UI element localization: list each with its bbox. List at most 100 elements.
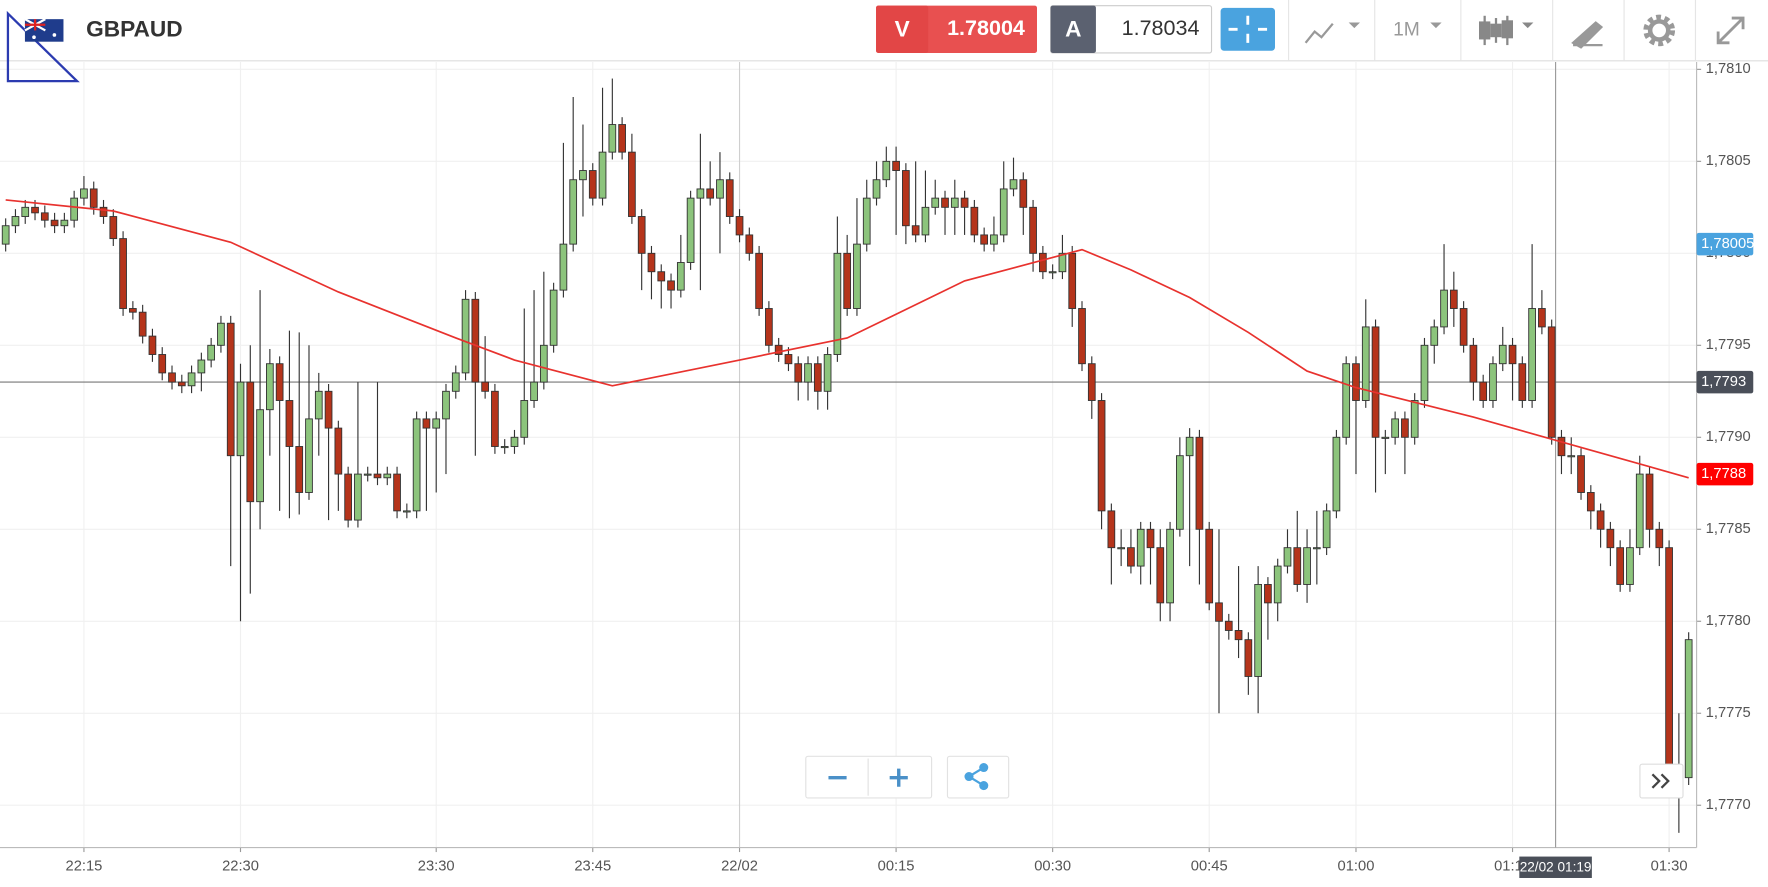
candle-body: [588, 170, 597, 199]
candle-body: [1127, 547, 1135, 567]
candle-body: [1322, 510, 1331, 549]
candle-body: [256, 409, 264, 503]
candle-body: [1048, 271, 1057, 274]
crosshair-label: 22/02 01:19: [1520, 859, 1592, 874]
candle-body: [1469, 344, 1478, 383]
y-tick-label: 1,7810: [1706, 61, 1751, 77]
candle-body: [647, 252, 656, 273]
candle-body: [667, 280, 675, 291]
candle-body: [1283, 547, 1292, 567]
settings-button[interactable]: [1643, 14, 1676, 47]
candle-body: [89, 188, 98, 208]
candle-body: [412, 418, 421, 512]
candle-body: [21, 206, 30, 217]
candle-body: [471, 298, 480, 383]
candle-body: [1175, 455, 1184, 530]
zoom-in[interactable]: [889, 768, 908, 787]
candle-body: [530, 381, 538, 401]
timeframe-button[interactable]: 1M: [1393, 20, 1442, 41]
candle-body: [363, 473, 372, 476]
candle-body: [755, 252, 763, 309]
candle-body: [1117, 547, 1125, 550]
price-marker: [1696, 370, 1754, 394]
candle-body: [1264, 584, 1272, 604]
candle-body: [1166, 528, 1174, 604]
price-marker-label: 1,7793: [1701, 374, 1746, 390]
chart-type-button[interactable]: [1304, 22, 1360, 44]
candle-body: [1254, 584, 1262, 677]
candle-body: [569, 179, 578, 245]
crosshair-button[interactable]: [1220, 7, 1275, 51]
candle-body: [1215, 602, 1223, 622]
candle-body: [872, 179, 881, 199]
candle-body: [275, 363, 284, 401]
price-marker: [1696, 462, 1754, 486]
candle-body: [1097, 400, 1106, 512]
candle-body: [1479, 381, 1488, 401]
candle-body: [324, 390, 333, 429]
candle-body: [941, 197, 949, 208]
candle-body: [1498, 344, 1507, 365]
candle-body: [373, 473, 382, 479]
candle-body: [706, 188, 715, 199]
candle-body: [1528, 308, 1536, 401]
candle-style-button[interactable]: [1478, 15, 1534, 46]
y-tick-label: 1,7785: [1706, 521, 1751, 537]
candle-body: [784, 354, 793, 365]
candle-body: [1626, 547, 1634, 585]
x-tick-label: 00:45: [1191, 859, 1228, 875]
sell-button[interactable]: V 1.78004: [876, 5, 1037, 53]
fullscreen-button[interactable]: [1716, 16, 1745, 45]
draw-button[interactable]: [1571, 21, 1604, 49]
x-tick-label: 01:00: [1338, 859, 1375, 875]
candle-body: [1518, 363, 1527, 401]
candle-body: [774, 344, 783, 355]
candle-body: [354, 473, 362, 521]
candle-body: [432, 418, 441, 429]
candle-body: [481, 381, 489, 392]
share-button[interactable]: [946, 755, 1010, 799]
candle-body: [823, 354, 832, 392]
zoom-controls: [805, 755, 1010, 799]
candle-body: [1039, 252, 1047, 273]
candle-body: [402, 510, 411, 513]
candle-body: [187, 372, 196, 387]
candle-body: [1078, 308, 1086, 365]
candle-body: [1606, 528, 1615, 549]
candle-body: [1586, 492, 1595, 512]
candle-body: [960, 197, 969, 208]
candle-body: [226, 322, 235, 457]
candle-body: [1068, 252, 1077, 309]
candle-body: [1410, 400, 1419, 438]
moving-average: [5, 199, 1689, 479]
candle-body: [1430, 326, 1439, 346]
price-marker: [1696, 232, 1754, 256]
candle-body: [1029, 206, 1037, 254]
candle-body: [314, 390, 323, 420]
candle-body: [1440, 289, 1448, 328]
candle-body: [765, 308, 773, 346]
candle-body: [794, 363, 803, 383]
sell-label: V: [895, 16, 910, 41]
candle-body: [334, 427, 343, 475]
scroll-right-button[interactable]: [1639, 763, 1684, 799]
toolbar: GBPAUD V 1.78004 A 1.78034 1M: [0, 0, 1768, 83]
candle-body: [1655, 528, 1664, 549]
candle-body: [197, 359, 206, 374]
candle-body: [246, 381, 255, 503]
candle-body: [911, 225, 920, 236]
candle-body: [236, 381, 245, 457]
candle-body: [833, 252, 842, 355]
candle-body: [422, 418, 431, 429]
candle-body: [882, 160, 891, 181]
candle-body: [1058, 252, 1067, 273]
candle-body: [80, 188, 88, 199]
candle-body: [1635, 473, 1644, 549]
candle-body: [393, 473, 401, 512]
candle-body: [980, 234, 989, 245]
candle-body: [177, 381, 186, 387]
buy-button[interactable]: A 1.78034: [1050, 5, 1213, 54]
x-tick-label: 22:15: [66, 859, 103, 875]
candle-body: [40, 212, 49, 221]
candle-body: [637, 216, 646, 254]
